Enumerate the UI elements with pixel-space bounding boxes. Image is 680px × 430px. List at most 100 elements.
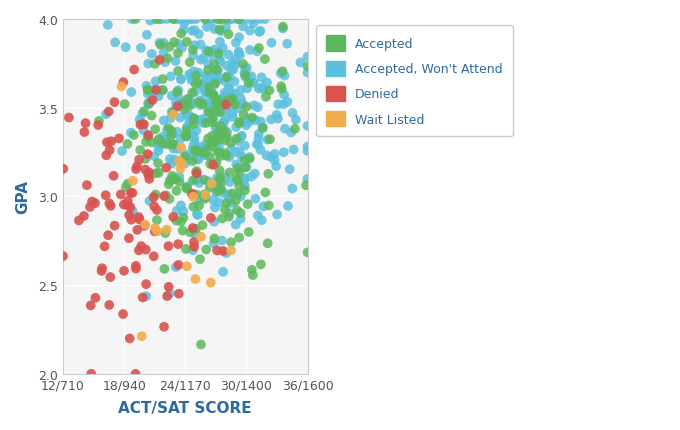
Accepted xyxy=(179,107,190,114)
Accepted, Won't Attend xyxy=(192,70,203,77)
Accepted, Won't Attend xyxy=(191,128,202,135)
Accepted, Won't Attend xyxy=(272,212,283,218)
Accepted xyxy=(163,141,173,148)
Accepted xyxy=(254,46,265,52)
Accepted, Won't Attend xyxy=(196,57,207,64)
Accepted, Won't Attend xyxy=(145,18,156,25)
Accepted, Won't Attend xyxy=(201,76,212,83)
Accepted xyxy=(181,133,192,140)
Accepted, Won't Attend xyxy=(244,28,255,35)
Accepted, Won't Attend xyxy=(168,176,179,183)
Accepted, Won't Attend xyxy=(235,216,246,223)
Accepted, Won't Attend xyxy=(209,182,220,189)
Accepted xyxy=(175,31,186,38)
Accepted, Won't Attend xyxy=(165,156,175,163)
Accepted, Won't Attend xyxy=(170,58,181,65)
Accepted xyxy=(152,16,163,23)
Accepted, Won't Attend xyxy=(212,97,223,104)
Accepted, Won't Attend xyxy=(208,106,219,113)
Denied xyxy=(90,200,101,207)
Accepted, Won't Attend xyxy=(153,16,164,23)
Accepted, Won't Attend xyxy=(197,120,208,127)
Wait Listed xyxy=(127,178,138,185)
Accepted xyxy=(184,59,195,66)
Denied xyxy=(100,192,111,199)
Accepted, Won't Attend xyxy=(180,102,190,109)
Accepted xyxy=(201,120,211,127)
Wait Listed xyxy=(176,145,187,152)
Accepted, Won't Attend xyxy=(172,146,183,153)
Accepted, Won't Attend xyxy=(191,156,202,163)
Wait Listed xyxy=(196,234,207,241)
Accepted, Won't Attend xyxy=(192,156,203,163)
Denied xyxy=(103,109,114,116)
Accepted, Won't Attend xyxy=(199,153,210,160)
Accepted, Won't Attend xyxy=(233,16,243,23)
Accepted, Won't Attend xyxy=(235,194,246,200)
Legend: Accepted, Accepted, Won't Attend, Denied, Wait Listed: Accepted, Accepted, Won't Attend, Denied… xyxy=(316,26,513,137)
Accepted, Won't Attend xyxy=(220,25,231,31)
Accepted xyxy=(122,181,133,187)
Accepted, Won't Attend xyxy=(221,16,232,23)
Denied xyxy=(101,153,112,160)
Denied xyxy=(132,227,143,234)
Accepted, Won't Attend xyxy=(226,111,237,117)
Accepted xyxy=(135,147,146,154)
Accepted, Won't Attend xyxy=(211,190,222,197)
Accepted xyxy=(188,204,199,211)
Accepted, Won't Attend xyxy=(153,148,164,155)
Accepted xyxy=(208,92,219,99)
Accepted, Won't Attend xyxy=(195,42,206,49)
Accepted xyxy=(204,90,215,97)
Accepted, Won't Attend xyxy=(182,113,192,120)
Accepted xyxy=(167,173,177,180)
Accepted xyxy=(239,157,250,164)
Wait Listed xyxy=(152,228,163,235)
Accepted xyxy=(190,73,201,80)
Denied xyxy=(188,239,199,246)
Accepted, Won't Attend xyxy=(201,194,211,201)
Denied xyxy=(162,293,173,300)
Accepted, Won't Attend xyxy=(223,85,234,92)
Denied xyxy=(84,204,95,211)
Accepted, Won't Attend xyxy=(255,147,266,154)
Accepted, Won't Attend xyxy=(215,109,226,116)
Wait Listed xyxy=(140,221,151,228)
Accepted xyxy=(226,96,237,103)
Accepted, Won't Attend xyxy=(220,78,231,85)
Accepted xyxy=(260,56,271,63)
Accepted xyxy=(190,148,201,155)
Accepted, Won't Attend xyxy=(185,16,196,23)
Denied xyxy=(130,371,141,378)
Accepted xyxy=(157,77,168,83)
Accepted, Won't Attend xyxy=(258,84,269,91)
Accepted, Won't Attend xyxy=(175,136,186,143)
Denied xyxy=(136,243,147,250)
Accepted, Won't Attend xyxy=(167,160,177,167)
Accepted xyxy=(234,119,245,126)
Accepted, Won't Attend xyxy=(282,41,292,48)
Accepted, Won't Attend xyxy=(178,208,189,215)
Accepted, Won't Attend xyxy=(189,28,200,34)
Accepted xyxy=(188,47,199,54)
Accepted, Won't Attend xyxy=(221,115,232,122)
Accepted, Won't Attend xyxy=(154,40,165,47)
Accepted, Won't Attend xyxy=(295,60,306,67)
Accepted, Won't Attend xyxy=(186,78,197,85)
Accepted, Won't Attend xyxy=(207,53,218,60)
Accepted xyxy=(212,98,223,105)
Accepted xyxy=(144,101,155,108)
Denied xyxy=(147,97,158,104)
Accepted, Won't Attend xyxy=(149,154,160,160)
Accepted xyxy=(235,210,246,217)
Accepted xyxy=(152,217,163,224)
Accepted xyxy=(231,207,242,214)
Accepted xyxy=(177,227,188,234)
Accepted xyxy=(137,121,148,128)
Accepted, Won't Attend xyxy=(184,112,194,119)
Accepted, Won't Attend xyxy=(302,144,313,150)
Accepted, Won't Attend xyxy=(159,140,170,147)
Accepted, Won't Attend xyxy=(211,182,222,189)
Accepted xyxy=(150,61,160,68)
Accepted xyxy=(180,154,190,160)
